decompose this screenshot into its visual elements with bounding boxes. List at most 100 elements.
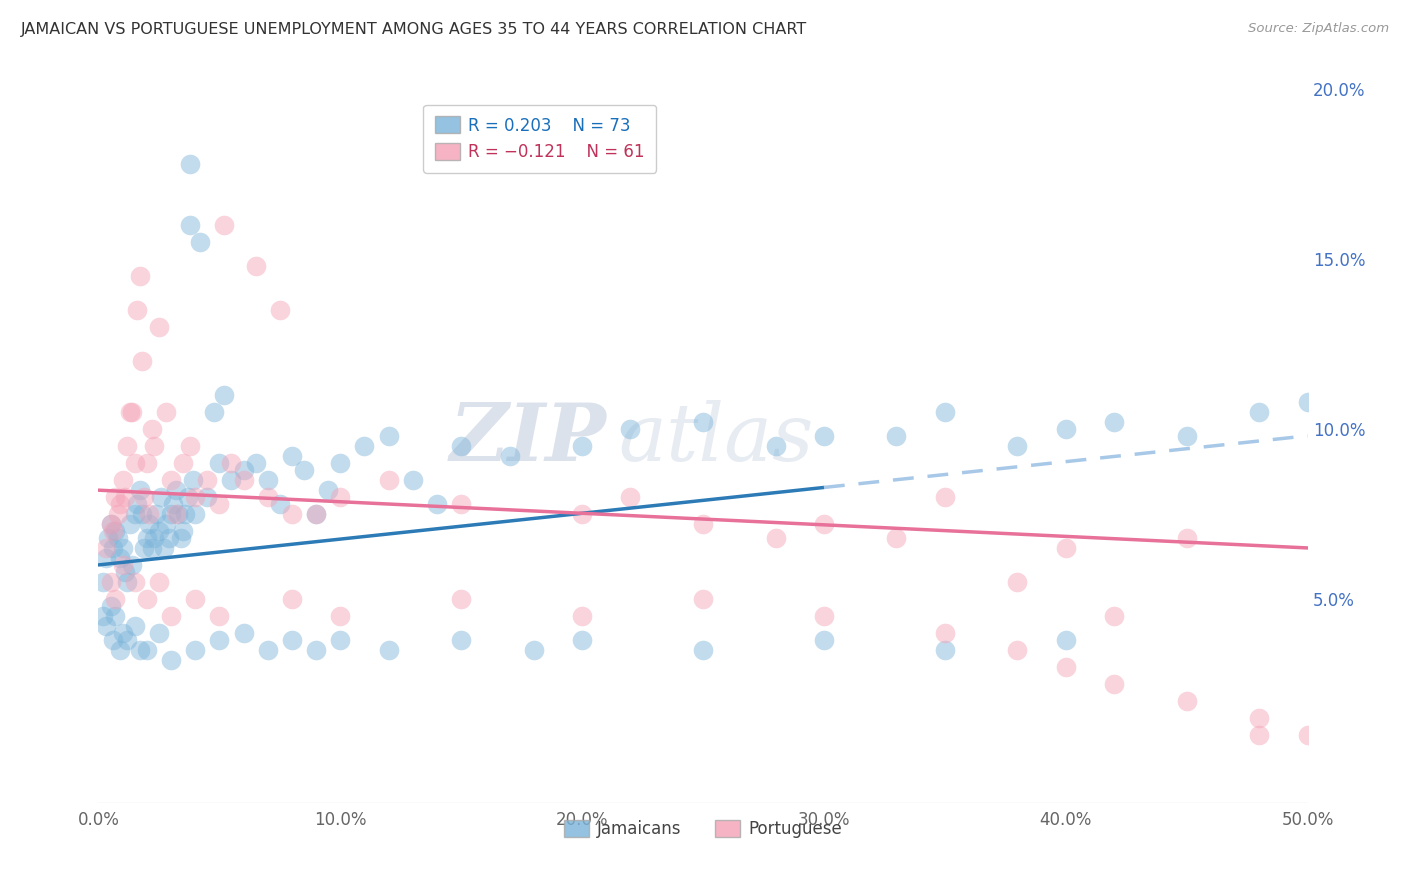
Point — [104, 524, 127, 538]
Point — [377, 473, 399, 487]
Point — [619, 490, 641, 504]
Point — [165, 507, 187, 521]
Point — [111, 541, 134, 555]
Point — [281, 449, 304, 463]
Point — [402, 473, 425, 487]
Point — [329, 632, 352, 647]
Point — [118, 405, 141, 419]
Point — [179, 218, 201, 232]
Point — [292, 463, 315, 477]
Point — [256, 490, 278, 504]
Point — [150, 490, 173, 504]
Legend: Jamaicans, Portuguese: Jamaicans, Portuguese — [557, 813, 849, 845]
Point — [101, 632, 124, 647]
Point — [162, 497, 184, 511]
Point — [114, 490, 136, 504]
Point — [329, 608, 352, 623]
Point — [174, 507, 197, 521]
Point — [141, 422, 163, 436]
Point — [155, 517, 177, 532]
Point — [692, 591, 714, 606]
Point — [195, 473, 218, 487]
Point — [104, 608, 127, 623]
Point — [281, 632, 304, 647]
Point — [450, 439, 472, 453]
Point — [141, 541, 163, 555]
Point — [94, 619, 117, 633]
Point — [169, 531, 191, 545]
Point — [121, 405, 143, 419]
Point — [143, 439, 166, 453]
Point — [134, 541, 156, 555]
Point — [269, 303, 291, 318]
Point — [107, 507, 129, 521]
Point — [108, 497, 131, 511]
Point — [188, 235, 211, 249]
Point — [124, 619, 146, 633]
Point — [100, 517, 122, 532]
Point — [124, 507, 146, 521]
Point — [152, 541, 174, 555]
Point — [886, 429, 908, 443]
Point — [204, 405, 226, 419]
Point — [619, 422, 641, 436]
Point — [208, 456, 231, 470]
Point — [104, 490, 127, 504]
Point — [145, 507, 167, 521]
Point — [184, 643, 207, 657]
Point — [1007, 439, 1029, 453]
Point — [377, 643, 399, 657]
Point — [934, 405, 956, 419]
Text: ZIP: ZIP — [450, 401, 606, 477]
Point — [208, 632, 231, 647]
Point — [143, 531, 166, 545]
Point — [765, 439, 787, 453]
Point — [165, 483, 187, 498]
Point — [886, 531, 908, 545]
Point — [135, 643, 157, 657]
Point — [1296, 728, 1319, 742]
Point — [571, 507, 593, 521]
Text: atlas: atlas — [619, 401, 814, 477]
Point — [1175, 694, 1198, 708]
Point — [148, 626, 170, 640]
Point — [101, 524, 124, 538]
Point — [111, 473, 134, 487]
Point — [167, 507, 190, 521]
Point — [426, 497, 449, 511]
Text: Source: ZipAtlas.com: Source: ZipAtlas.com — [1249, 22, 1389, 36]
Point — [94, 541, 117, 555]
Point — [377, 429, 399, 443]
Point — [128, 483, 150, 498]
Point — [1054, 422, 1077, 436]
Point — [184, 490, 207, 504]
Point — [184, 591, 207, 606]
Point — [172, 524, 194, 538]
Point — [104, 591, 127, 606]
Point — [131, 507, 153, 521]
Point — [934, 490, 956, 504]
Point — [135, 591, 157, 606]
Point — [135, 456, 157, 470]
Point — [305, 507, 328, 521]
Point — [450, 591, 472, 606]
Point — [107, 531, 129, 545]
Text: JAMAICAN VS PORTUGUESE UNEMPLOYMENT AMONG AGES 35 TO 44 YEARS CORRELATION CHART: JAMAICAN VS PORTUGUESE UNEMPLOYMENT AMON… — [21, 22, 807, 37]
Point — [128, 269, 150, 284]
Point — [100, 599, 122, 613]
Point — [353, 439, 375, 453]
Point — [108, 643, 131, 657]
Point — [121, 558, 143, 572]
Point — [1249, 405, 1271, 419]
Point — [813, 429, 835, 443]
Point — [100, 517, 122, 532]
Point — [100, 574, 122, 589]
Point — [1249, 728, 1271, 742]
Point — [184, 507, 207, 521]
Point — [117, 574, 139, 589]
Point — [208, 497, 231, 511]
Point — [97, 531, 120, 545]
Point — [124, 456, 146, 470]
Point — [177, 490, 200, 504]
Point — [91, 574, 114, 589]
